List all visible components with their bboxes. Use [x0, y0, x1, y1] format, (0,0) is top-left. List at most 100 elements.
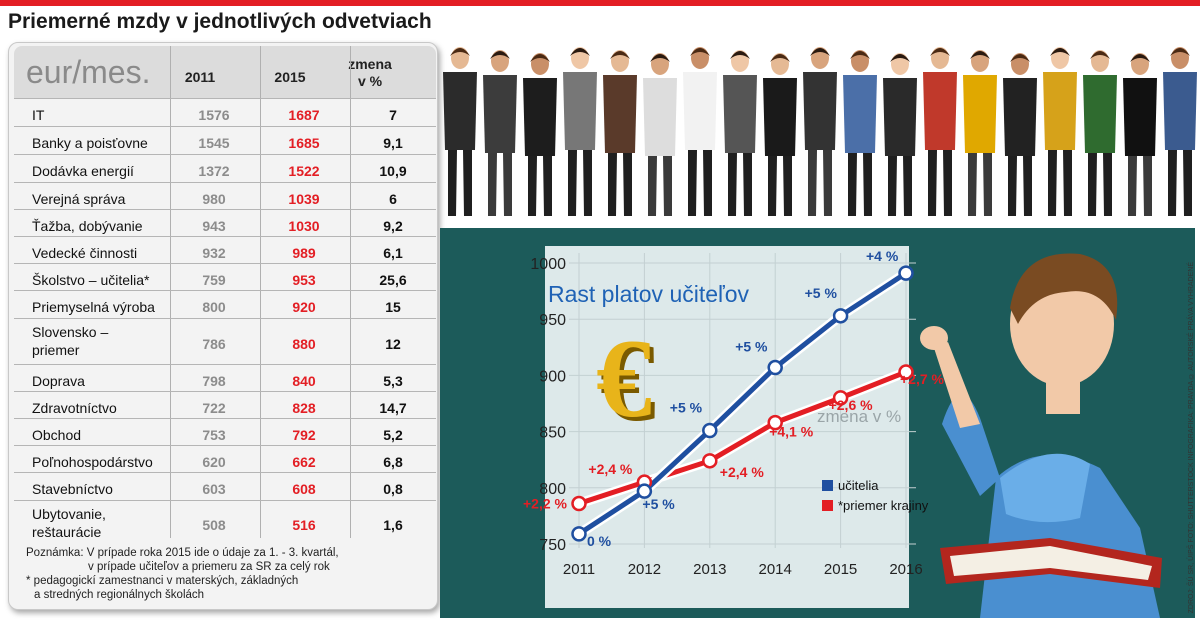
sector-name: Verejná správa: [32, 190, 125, 208]
worker-figure: [603, 50, 637, 216]
sector-name-line: Obchod: [32, 426, 82, 443]
workers-photo-illustration: [443, 47, 1197, 216]
sector-name: Ubytovanie, reštaurácie: [32, 505, 106, 541]
note-line: * pedagogickí zamestnanci v materských, …: [26, 575, 299, 587]
unit-label: eur/mes.: [26, 54, 151, 90]
value-2011: 1576: [198, 107, 230, 123]
y-tick-label: 800: [539, 481, 566, 498]
value-2015: 1522: [288, 163, 320, 179]
y-axis-ticks: 750 800 850 900 950 1000: [530, 256, 566, 554]
worker-figure: [683, 47, 717, 216]
x-tick-label: 2014: [759, 561, 792, 578]
value-2015: 608: [292, 481, 316, 497]
change-percent: 12: [385, 336, 401, 352]
value-2015: 1685: [288, 135, 320, 151]
sector-name: Slovensko – priemer: [32, 323, 108, 359]
sector-name-line: Ubytovanie,: [32, 506, 106, 522]
svg-text:€: €: [600, 321, 656, 445]
data-label-average: +2,4 %: [588, 461, 633, 477]
sector-name-line: Poľnohospodárstvo: [32, 453, 153, 470]
worker-figure: [643, 53, 677, 216]
x-tick-label: 2015: [824, 561, 857, 578]
data-point-average: [832, 390, 849, 406]
worker-figure: [563, 47, 597, 216]
chart-series: 0 % +5 % +5 % +5 % +5 % +4 % +2,2 % +2,4 % +2,4 …: [523, 248, 945, 549]
data-label-average: +2,2 %: [523, 496, 568, 512]
value-2015: 989: [292, 244, 316, 261]
teacher-chart: 750 800 850 900 950 1000 2011 2012 2013 2014 2015…: [523, 246, 1162, 618]
value-2011: 1545: [198, 135, 230, 151]
sector-name-line: Vedecké činnosti: [32, 244, 138, 261]
sector-name: IT: [32, 106, 44, 124]
sector-name-line: priemer: [32, 342, 80, 358]
value-2015: 1687: [288, 107, 320, 123]
y-tick-label: 950: [539, 312, 566, 329]
change-percent: 5,3: [383, 372, 403, 389]
sector-name-line: Ťažba, dobývanie: [32, 217, 143, 234]
change-percent: 5,2: [383, 426, 403, 443]
value-2011: 753: [202, 426, 226, 443]
value-2015: 662: [292, 453, 316, 470]
change-percent: 7: [389, 107, 397, 123]
data-point-average: [702, 453, 718, 469]
data-label-teachers: +4 %: [866, 248, 899, 264]
sector-name-line: Priemyselná výroba: [32, 299, 155, 315]
worker-figure: [1043, 47, 1077, 216]
sector-name: Dodávka energií: [32, 162, 134, 180]
value-2015: 880: [292, 336, 316, 352]
note-line: Poznámka: V prípade roka 2015 ide o údaj…: [26, 547, 339, 559]
data-point-average: [571, 495, 587, 512]
table-row: Priemyselná výroba 800 920 15: [14, 290, 436, 319]
source-credit: ZDROJ: ŠÚ SR, ÚIPŠ FOTO: SHUTTERSTOCK IN…: [1188, 262, 1195, 614]
value-2011: 800: [202, 299, 226, 315]
series-line-average: [578, 369, 907, 506]
chart-legend: učitelia *priemer krajiny: [822, 478, 929, 513]
table-row: Vedecké činnosti 932 989 6,1: [14, 236, 436, 264]
value-2015: 516: [292, 517, 316, 533]
worker-figure: [803, 47, 837, 216]
table-row: Verejná správa 980 1039 6: [14, 182, 436, 210]
value-2011: 603: [202, 481, 226, 497]
note-line: a stredných regionálnych školách: [34, 589, 205, 601]
value-2015: 828: [292, 399, 316, 416]
table-row: Poľnohospodárstvo 620 662 6,8: [14, 445, 436, 473]
x-tick-label: 2011: [563, 561, 595, 578]
value-2015: 1030: [288, 217, 320, 234]
worker-figure: [923, 47, 957, 216]
table-row: Zdravotníctvo 722 828 14,7: [14, 391, 436, 419]
sector-name: Priemyselná výroba: [32, 298, 155, 316]
value-2011: 1372: [198, 163, 230, 179]
column-header-change-line1: zmena: [348, 56, 392, 72]
worker-figure: [1083, 50, 1117, 216]
sector-name: Ťažba, dobývanie: [32, 217, 143, 235]
sector-name-line: Doprava: [32, 372, 85, 389]
column-divider: [350, 46, 351, 538]
data-label-average: +2,4 %: [720, 464, 765, 480]
table-row: Dodávka energií 1372 1522 10,9: [14, 154, 436, 183]
worker-figure: [723, 50, 757, 216]
change-percent: 25,6: [379, 271, 407, 288]
table-row: Školstvo – učitelia* 759 953 25,6: [14, 263, 436, 291]
sector-name: Školstvo – učitelia*: [32, 271, 150, 289]
worker-figure: [883, 53, 917, 216]
value-2015: 1039: [288, 190, 320, 207]
table-row: Slovensko – priemer 786 880 12: [14, 318, 436, 365]
value-2011: 722: [202, 399, 226, 416]
sector-name-line: Dodávka energií: [32, 163, 134, 179]
y-tick-label: 750: [539, 537, 566, 554]
table-note: Poznámka: V prípade roka 2015 ide o údaj…: [26, 546, 426, 602]
sector-name-line: Zdravotníctvo: [32, 399, 117, 416]
table-row: Doprava 798 840 5,3: [14, 364, 436, 392]
svg-text:€: €: [596, 317, 652, 441]
note-line: v prípade učiteľov a priemeru za SR za c…: [88, 561, 330, 573]
sector-name-line: Banky a poisťovne: [32, 135, 148, 151]
value-2011: 508: [202, 517, 226, 533]
worker-figure: [523, 53, 557, 216]
data-label-average: +4,1 %: [769, 424, 814, 440]
data-point-average: [898, 364, 914, 380]
data-point-teachers: [767, 359, 783, 376]
table-row: Banky a poisťovne 1545 1685 9,1: [14, 126, 436, 155]
legend-label-teachers: učitelia: [838, 478, 879, 493]
worker-figure: [1123, 53, 1157, 216]
data-point-teachers: [702, 422, 718, 439]
